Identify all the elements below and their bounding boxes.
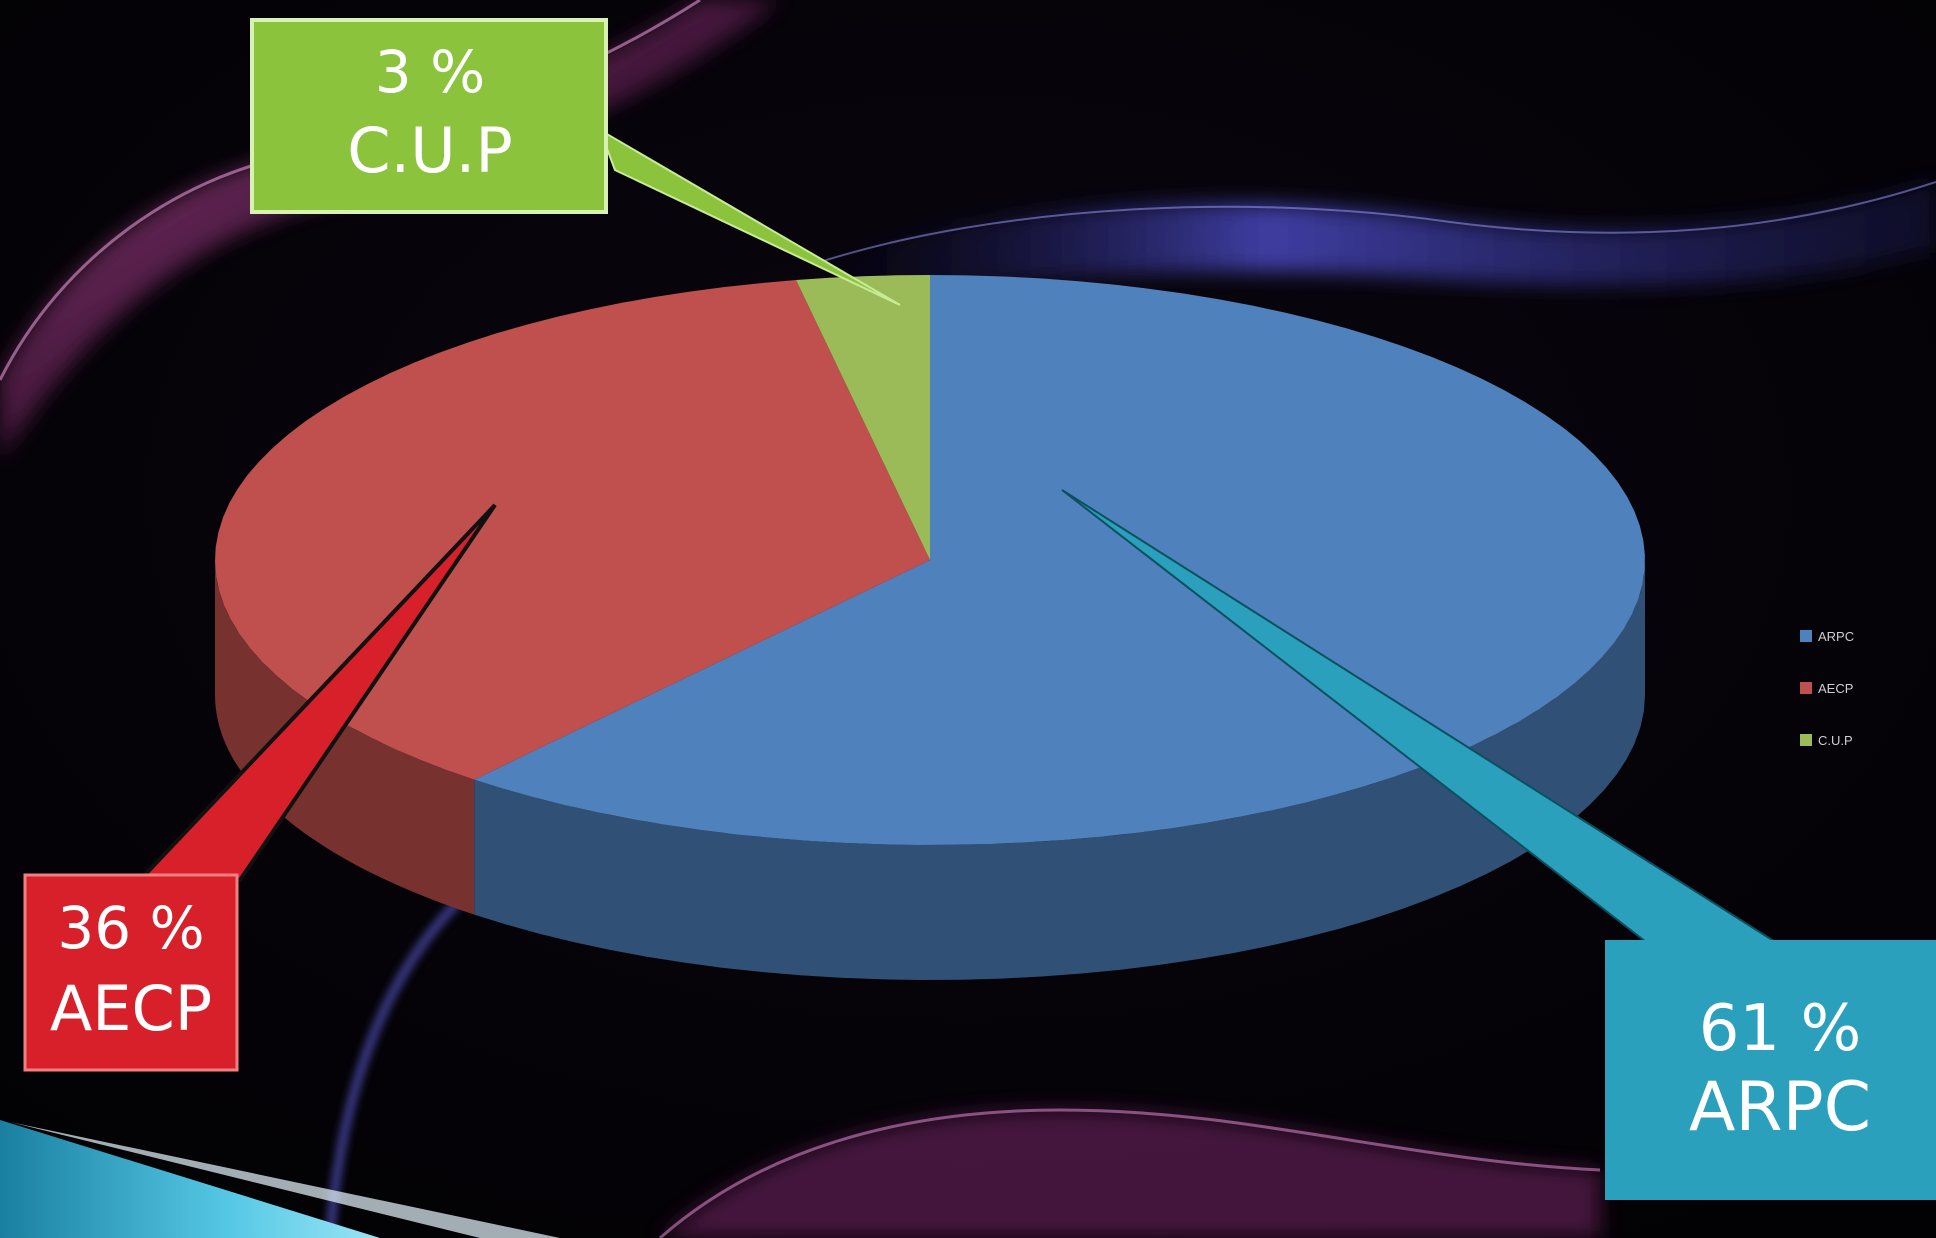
legend-swatch-cup bbox=[1800, 734, 1812, 746]
callout-arpc-name: ARPC bbox=[1689, 1068, 1871, 1147]
callout-arpc-value: 61 % bbox=[1699, 992, 1862, 1066]
pie-slice-cup bbox=[796, 275, 930, 560]
legend-label-aecp: AECP bbox=[1818, 681, 1853, 696]
callout-aecp-box bbox=[23, 873, 239, 1072]
pie-sides bbox=[215, 560, 1646, 980]
callout-aecp-value: 36 % bbox=[57, 894, 204, 962]
legend-label-cup: C.U.P bbox=[1818, 733, 1853, 748]
pie-side-arpc bbox=[474, 560, 1646, 980]
teal-banner bbox=[0, 1120, 380, 1238]
legend-swatch-aecp bbox=[1800, 682, 1812, 694]
pie-side-aecp bbox=[215, 560, 475, 915]
legend-swatch-arpc bbox=[1800, 630, 1812, 642]
callout-arpc-box bbox=[1605, 940, 1936, 1200]
chart-legend: ARPC AECP C.U.P bbox=[1800, 629, 1854, 748]
legend-label-arpc: ARPC bbox=[1818, 629, 1854, 644]
callout-cup-box bbox=[250, 18, 608, 214]
callout-aecp-name: AECP bbox=[50, 972, 212, 1045]
callout-aecp: 36 % AECP bbox=[23, 503, 497, 1072]
callout-cup: 3 % C.U.P bbox=[250, 18, 901, 306]
callout-arpc: 61 % ARPC bbox=[1061, 489, 1936, 1200]
callout-cup-name: C.U.P bbox=[347, 114, 512, 187]
callout-cup-value: 3 % bbox=[375, 38, 485, 106]
